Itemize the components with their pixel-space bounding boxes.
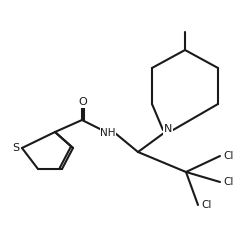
Text: NH: NH (100, 128, 116, 138)
Text: N: N (164, 124, 172, 134)
Text: S: S (12, 143, 19, 153)
Text: Cl: Cl (201, 200, 211, 210)
Text: O: O (79, 97, 87, 107)
Text: Cl: Cl (223, 177, 233, 187)
Text: Cl: Cl (223, 151, 233, 161)
